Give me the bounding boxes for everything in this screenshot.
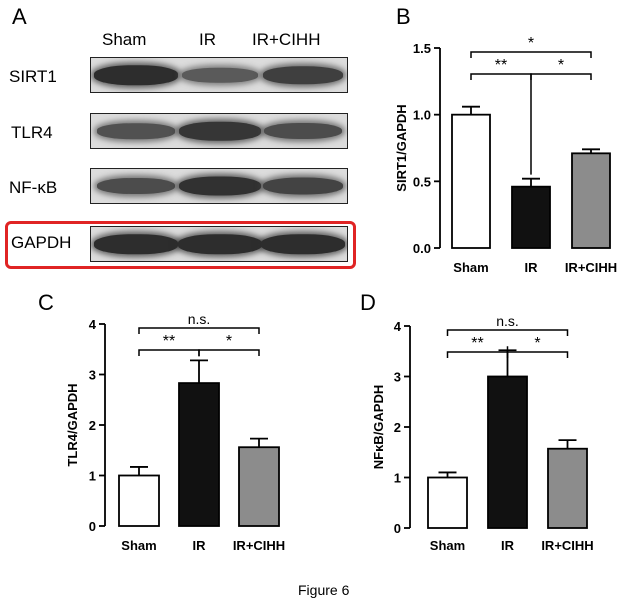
bar — [547, 447, 588, 529]
blot-band — [262, 66, 344, 84]
y-tick-label: 1 — [89, 469, 96, 484]
blot-label-tlr4: TLR4 — [11, 123, 53, 142]
x-tick-label: Sham — [453, 260, 488, 275]
significance-bracket — [446, 329, 569, 336]
bar — [238, 446, 280, 527]
blot-label-nfkb: NF-κB — [9, 178, 58, 197]
y-tick-label: 1 — [394, 471, 401, 486]
blot-band — [94, 234, 178, 254]
significance-label: * — [558, 57, 564, 74]
panel-b-letter: B — [396, 4, 411, 29]
x-tick-label: IR+CIHH — [233, 538, 285, 553]
blot-band — [178, 176, 262, 196]
y-tick-label: 0.0 — [413, 241, 431, 256]
x-tick-label: Sham — [430, 538, 465, 553]
significance-label: n.s. — [188, 311, 211, 327]
y-tick-label: 2 — [394, 420, 401, 435]
bar — [427, 476, 468, 529]
figure-caption: Figure 6 — [298, 582, 350, 598]
y-tick-label: 4 — [394, 319, 402, 334]
blot-strip-nfkb — [90, 168, 348, 204]
significance-label: * — [534, 335, 540, 352]
significance-label: * — [226, 333, 232, 350]
blot-band — [97, 123, 175, 139]
y-tick-label: 0 — [394, 521, 401, 536]
y-axis-label: NFκB/GAPDH — [371, 385, 386, 470]
x-tick-label: Sham — [121, 538, 156, 553]
panel-a-letter: A — [12, 4, 27, 29]
significance-label: ** — [163, 333, 175, 350]
bar — [451, 113, 491, 249]
x-tick-label: IR+CIHH — [565, 260, 617, 275]
y-tick-label: 0.5 — [413, 174, 431, 189]
significance-bracket — [446, 351, 509, 358]
gapdh-highlight-box — [5, 221, 356, 269]
panel-c-letter: C — [38, 290, 54, 315]
y-tick-label: 2 — [89, 418, 96, 433]
blot-band — [179, 121, 261, 141]
bar — [571, 152, 611, 249]
x-tick-label: IR+CIHH — [541, 538, 593, 553]
significance-bracket — [470, 73, 532, 80]
blot-band — [261, 234, 345, 254]
blot-label-gapdh: GAPDH — [11, 233, 72, 252]
y-tick-label: 0 — [89, 519, 96, 534]
significance-bracket — [506, 346, 569, 358]
x-tick-label: IR — [193, 538, 207, 553]
y-axis-label: TLR4/GAPDH — [65, 383, 80, 466]
y-tick-label: 3 — [394, 370, 401, 385]
y-tick-label: 1.0 — [413, 108, 431, 123]
significance-bracket — [138, 349, 200, 356]
significance-bracket — [198, 349, 260, 357]
significance-label: ** — [495, 57, 507, 74]
significance-bracket — [470, 51, 592, 58]
lane-label-ir: IR — [199, 30, 216, 49]
panel-d-letter: D — [360, 290, 376, 315]
blot-band — [96, 178, 176, 194]
bar — [487, 375, 528, 529]
significance-label: ** — [471, 335, 483, 352]
significance-bracket — [530, 73, 592, 175]
lane-label-sham: Sham — [102, 30, 147, 49]
y-tick-label: 3 — [89, 368, 96, 383]
lane-label-ir-cihh: IR+CIHH — [252, 30, 321, 49]
blot-band — [263, 123, 343, 139]
significance-bracket — [138, 327, 260, 334]
y-tick-label: 4 — [89, 317, 97, 332]
x-tick-label: IR — [501, 538, 515, 553]
x-tick-label: IR — [525, 260, 539, 275]
blot-label-sirt1: SIRT1 — [9, 67, 57, 86]
y-axis-label: SIRT1/GAPDH — [394, 104, 409, 191]
blot-band — [178, 234, 262, 254]
blot-strip-tlr4 — [90, 113, 348, 149]
significance-label: * — [528, 35, 534, 52]
blot-strip-sirt1 — [90, 57, 348, 93]
blot-band — [263, 177, 343, 195]
y-tick-label: 1.5 — [413, 41, 431, 56]
bar — [511, 185, 551, 249]
blot-band — [94, 65, 178, 85]
blot-band — [181, 67, 259, 83]
significance-label: n.s. — [496, 313, 519, 329]
bar — [118, 474, 160, 527]
blot-strip-gapdh — [90, 226, 348, 262]
bar — [178, 382, 220, 527]
